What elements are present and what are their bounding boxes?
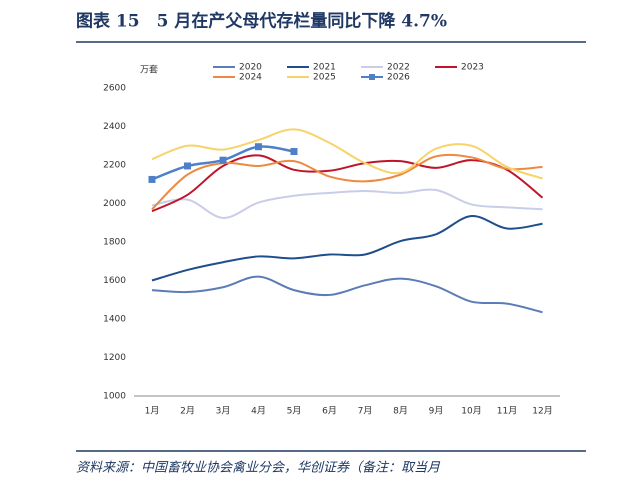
y-tick-label: 1600 <box>103 276 126 286</box>
series-line <box>151 154 544 213</box>
legend-label: 2026 <box>387 73 410 83</box>
legend-marker <box>369 74 375 80</box>
y-tick-label: 2200 <box>103 161 126 171</box>
source-note: 资料来源：中国畜牧业协会禽业分会，华创证券（备注：取当月 <box>76 460 441 476</box>
x-tick-label: 12月 <box>532 406 552 417</box>
point-marker <box>148 175 156 183</box>
legend-label: 2022 <box>387 63 410 73</box>
x-tick-label: 10月 <box>461 406 481 417</box>
y-tick-label: 2000 <box>103 199 126 209</box>
legend-label: 2020 <box>239 63 262 73</box>
x-tick-label: 6月 <box>322 406 337 417</box>
point-marker <box>184 162 191 170</box>
point-marker <box>290 148 298 156</box>
x-tick-label: 9月 <box>429 406 444 417</box>
legend-label: 2025 <box>313 73 336 83</box>
y-tick-label: 2400 <box>103 122 126 132</box>
legend-label: 2023 <box>461 63 484 73</box>
point-marker <box>219 156 227 164</box>
series-line <box>151 215 543 282</box>
x-tick-label: 8月 <box>393 406 408 417</box>
x-tick-label: 5月 <box>287 406 302 417</box>
y-tick-label: 1400 <box>103 315 126 325</box>
legend-label: 2024 <box>239 73 262 83</box>
y-tick-label: 2600 <box>103 84 126 94</box>
x-tick-label: 1月 <box>145 406 160 417</box>
legend-label: 2021 <box>313 63 336 73</box>
y-tick-label: 1000 <box>103 392 126 402</box>
y-axis-label: 万套 <box>140 64 158 76</box>
x-tick-label: 4月 <box>251 406 266 417</box>
x-tick-label: 2月 <box>180 406 195 417</box>
y-tick-label: 1800 <box>103 238 126 248</box>
series-line <box>151 188 543 219</box>
x-tick-label: 7月 <box>358 406 373 417</box>
chart-title: 图表 15 5 月在产父母代存栏量同比下降 4.7% <box>76 11 447 32</box>
series-line <box>151 275 543 314</box>
series-line <box>151 128 543 180</box>
x-tick-label: 11月 <box>497 406 517 417</box>
y-tick-label: 1200 <box>103 353 126 363</box>
x-tick-label: 3月 <box>216 406 231 417</box>
point-marker <box>255 143 262 151</box>
